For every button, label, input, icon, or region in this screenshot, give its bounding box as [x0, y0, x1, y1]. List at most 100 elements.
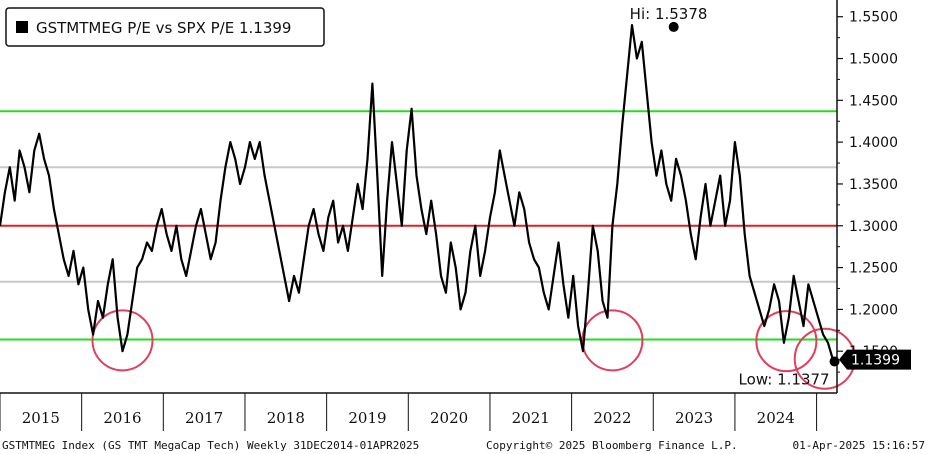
data-point: [259, 141, 261, 143]
data-point: [459, 308, 462, 310]
data-point: [278, 250, 280, 252]
x-tick-label: 2021: [512, 409, 550, 427]
data-point: [175, 225, 177, 227]
data-point: [131, 300, 133, 302]
x-tick-label: 2017: [185, 409, 223, 427]
data-point: [714, 200, 716, 202]
data-point: [342, 225, 344, 227]
x-axis: 2015 2016 2017 2018 2019 2020 2021 2022 2023 2024: [0, 392, 837, 431]
data-point: [753, 292, 756, 294]
data-point: [4, 191, 6, 193]
data-point: [695, 258, 697, 260]
reference-lines: [0, 110, 837, 341]
data-point: [48, 174, 50, 177]
data-point: [303, 258, 305, 260]
data-point: [783, 342, 785, 344]
data-point: [18, 149, 21, 152]
y-tick-label: 1.2500: [849, 261, 898, 277]
x-tick-label: 2019: [348, 409, 386, 427]
data-point: [28, 191, 30, 193]
data-point: [749, 275, 751, 277]
data-point: [587, 292, 589, 294]
data-point: [557, 241, 560, 244]
data-point: [484, 250, 486, 252]
data-point: [43, 158, 45, 160]
x-tick-label: 2015: [22, 409, 60, 427]
data-point: [508, 200, 511, 202]
data-point: [210, 258, 212, 260]
data-point: [317, 233, 320, 235]
data-point: [425, 233, 427, 235]
series-line-0: [0, 24, 837, 361]
data-point: [298, 292, 300, 294]
data-point: [651, 141, 653, 143]
x-tick-label: 2024: [757, 409, 795, 427]
data-point: [739, 174, 741, 177]
footer-timestamp: 01-Apr-2025 15:16:57: [793, 439, 925, 452]
data-point: [161, 208, 163, 210]
legend: GSTMTMEG P/E vs SPX P/E 1.1399: [5, 7, 325, 47]
data-point: [709, 225, 712, 227]
data-point: [430, 200, 432, 202]
data-point: [719, 174, 721, 177]
data-point: [675, 158, 677, 160]
data-point: [793, 275, 795, 277]
data-point: [200, 208, 202, 210]
data-point: [616, 183, 618, 185]
data-point: [464, 292, 467, 294]
data-point: [14, 200, 16, 202]
data-point: [543, 292, 545, 294]
data-point: [347, 250, 349, 252]
data-point: [136, 266, 138, 269]
data-point: [308, 225, 310, 227]
data-point: [597, 250, 599, 252]
data-point: [361, 208, 364, 210]
y-tick-label: 1.3000: [849, 219, 898, 235]
data-point: [97, 300, 99, 302]
data-point: [87, 308, 89, 310]
data-point: [778, 300, 780, 302]
data-point: [567, 317, 569, 319]
data-point: [332, 200, 334, 202]
data-point: [146, 241, 148, 244]
data-point: [577, 325, 579, 327]
data-point: [410, 108, 413, 110]
data-point: [827, 342, 829, 344]
data-point: [665, 183, 667, 185]
data-point: [518, 191, 520, 193]
data-point: [523, 208, 525, 210]
y-tick-label: 1.5500: [849, 10, 898, 26]
data-point: [288, 300, 290, 302]
data-point: [626, 74, 628, 76]
data-point: [685, 200, 687, 202]
data-point: [553, 275, 555, 277]
data-point: [798, 300, 800, 302]
data-point: [758, 308, 761, 310]
data-point: [700, 216, 702, 219]
data-point: [283, 275, 285, 277]
data-point: [822, 333, 824, 336]
data-point: [67, 275, 70, 277]
data-point: [371, 83, 373, 85]
data-point: [151, 250, 153, 252]
series-layer: [0, 24, 838, 361]
data-point: [479, 275, 481, 277]
data-point: [249, 141, 251, 143]
data-point: [185, 275, 187, 277]
data-point: [631, 24, 633, 26]
data-point: [592, 225, 594, 227]
data-point: [386, 200, 388, 202]
data-point: [77, 283, 79, 285]
x-tick-label: 2023: [675, 409, 713, 427]
y-tick-label: 1.4000: [849, 135, 898, 151]
data-point: [254, 158, 256, 160]
highlight-circle-0: [91, 309, 154, 372]
data-point: [445, 292, 447, 294]
data-point: [107, 283, 109, 285]
data-point: [504, 174, 506, 177]
data-point: [670, 200, 672, 202]
x-tick-label: 2020: [430, 409, 468, 427]
data-point: [327, 216, 329, 219]
data-point: [376, 174, 378, 177]
